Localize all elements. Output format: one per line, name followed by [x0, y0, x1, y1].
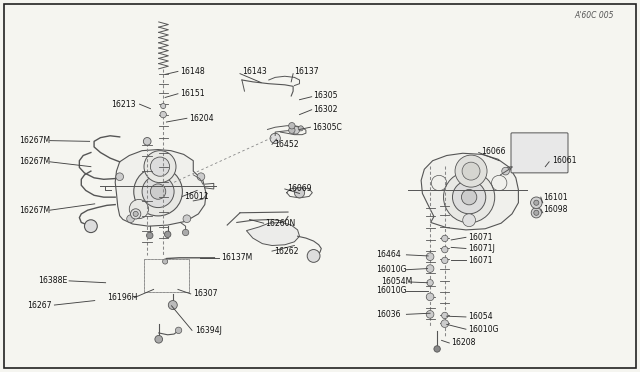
Circle shape [298, 126, 303, 131]
Circle shape [133, 211, 138, 217]
Circle shape [289, 122, 295, 129]
Circle shape [502, 167, 509, 175]
Text: 16151: 16151 [180, 89, 205, 98]
Circle shape [461, 189, 477, 205]
Text: 16267: 16267 [27, 301, 51, 310]
Text: 16305C: 16305C [312, 123, 342, 132]
Text: A'60C 005: A'60C 005 [575, 11, 614, 20]
Circle shape [441, 320, 449, 327]
Text: 16137M: 16137M [221, 253, 252, 262]
Text: 16098: 16098 [543, 205, 567, 214]
Text: 16036: 16036 [376, 310, 401, 319]
Circle shape [426, 293, 434, 301]
Text: 16305: 16305 [314, 92, 338, 100]
Circle shape [131, 209, 141, 219]
Circle shape [129, 199, 148, 219]
Text: 16452: 16452 [274, 140, 298, 149]
Circle shape [147, 232, 153, 239]
FancyBboxPatch shape [511, 133, 568, 173]
Circle shape [143, 138, 151, 145]
Text: 16196H: 16196H [108, 293, 138, 302]
Circle shape [163, 259, 168, 264]
Text: 16010G: 16010G [376, 286, 407, 295]
Circle shape [84, 220, 97, 232]
Text: 16302: 16302 [314, 105, 338, 114]
Text: 16054M: 16054M [381, 278, 412, 286]
Text: 16137: 16137 [294, 67, 319, 76]
Circle shape [426, 265, 434, 272]
Circle shape [452, 180, 486, 214]
Circle shape [127, 215, 134, 222]
Circle shape [307, 250, 320, 262]
Text: 16388E: 16388E [38, 276, 68, 285]
Text: 16071: 16071 [468, 233, 493, 242]
Circle shape [444, 171, 495, 223]
Circle shape [531, 197, 542, 208]
Text: 16061: 16061 [552, 156, 576, 165]
Text: 16054: 16054 [468, 312, 493, 321]
Circle shape [534, 210, 539, 215]
Circle shape [531, 208, 541, 218]
Circle shape [462, 162, 480, 180]
Circle shape [442, 235, 448, 242]
Circle shape [442, 312, 448, 319]
Text: 16307: 16307 [193, 289, 218, 298]
Circle shape [289, 127, 295, 134]
Circle shape [534, 200, 539, 205]
Text: 16208: 16208 [451, 339, 476, 347]
Polygon shape [246, 222, 300, 246]
Circle shape [116, 173, 124, 180]
Circle shape [270, 133, 280, 144]
Circle shape [134, 167, 182, 216]
Circle shape [427, 279, 433, 286]
Circle shape [168, 301, 177, 310]
Text: 16394J: 16394J [195, 326, 222, 335]
Text: 16071J: 16071J [468, 244, 495, 253]
Circle shape [426, 253, 434, 260]
Circle shape [426, 311, 434, 318]
Text: 16148: 16148 [180, 67, 205, 76]
Circle shape [463, 214, 476, 227]
Circle shape [442, 246, 448, 253]
Circle shape [182, 229, 189, 236]
Circle shape [455, 155, 487, 187]
Circle shape [144, 151, 176, 183]
Circle shape [164, 231, 171, 238]
Text: 16101: 16101 [543, 193, 568, 202]
Text: 16066: 16066 [481, 147, 506, 156]
Text: 16267M: 16267M [19, 206, 51, 215]
Text: 16010G: 16010G [376, 265, 407, 274]
Circle shape [442, 257, 448, 264]
Circle shape [160, 111, 166, 118]
Circle shape [155, 336, 163, 343]
Text: 16262: 16262 [274, 247, 298, 256]
Text: 16069: 16069 [287, 185, 311, 193]
Circle shape [294, 187, 305, 198]
Text: 16213: 16213 [111, 100, 135, 109]
Text: 16260N: 16260N [266, 219, 296, 228]
Text: 16143: 16143 [242, 67, 267, 76]
Circle shape [183, 215, 191, 222]
Text: 16071: 16071 [468, 256, 493, 265]
Circle shape [150, 184, 166, 199]
Text: 16204: 16204 [189, 114, 213, 123]
Text: 16267M: 16267M [19, 157, 51, 166]
Text: 16010G: 16010G [468, 325, 499, 334]
Polygon shape [421, 153, 518, 230]
Circle shape [197, 173, 205, 180]
Text: 16267M: 16267M [19, 136, 51, 145]
Circle shape [175, 327, 182, 334]
Text: 16011: 16011 [184, 192, 209, 201]
Circle shape [161, 103, 166, 109]
Polygon shape [115, 150, 206, 226]
Circle shape [292, 126, 300, 134]
Circle shape [150, 157, 170, 176]
Circle shape [142, 176, 174, 208]
Circle shape [434, 346, 440, 352]
Text: 16464: 16464 [376, 250, 401, 259]
